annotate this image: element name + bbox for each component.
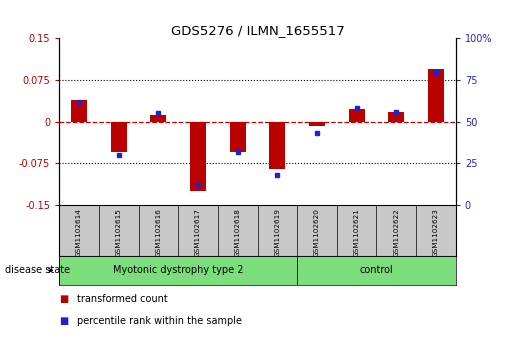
Text: GSM1102618: GSM1102618	[235, 208, 241, 257]
Text: control: control	[359, 265, 393, 276]
Bar	[269, 122, 285, 169]
Text: disease state: disease state	[5, 265, 70, 276]
Title: GDS5276 / ILMN_1655517: GDS5276 / ILMN_1655517	[170, 24, 345, 37]
Bar	[309, 122, 325, 126]
Text: GSM1102615: GSM1102615	[116, 208, 122, 257]
Text: ■: ■	[59, 316, 68, 326]
Text: GSM1102616: GSM1102616	[156, 208, 161, 257]
Text: GSM1102617: GSM1102617	[195, 208, 201, 257]
Text: GSM1102623: GSM1102623	[433, 208, 439, 257]
FancyArrowPatch shape	[49, 269, 53, 272]
Bar	[150, 115, 166, 122]
Bar	[59, 256, 297, 285]
Bar	[190, 122, 206, 191]
Bar	[388, 111, 404, 122]
Bar	[111, 122, 127, 152]
Text: percentile rank within the sample: percentile rank within the sample	[77, 316, 242, 326]
Bar	[230, 122, 246, 152]
Bar	[71, 101, 87, 122]
Text: GSM1102621: GSM1102621	[354, 208, 359, 257]
Text: Myotonic dystrophy type 2: Myotonic dystrophy type 2	[113, 265, 244, 276]
Text: GSM1102614: GSM1102614	[76, 208, 82, 257]
Bar	[428, 69, 444, 122]
Text: GSM1102619: GSM1102619	[274, 208, 280, 257]
Bar	[349, 109, 365, 122]
Bar	[297, 256, 456, 285]
Text: ■: ■	[59, 294, 68, 305]
Text: GSM1102620: GSM1102620	[314, 208, 320, 257]
Text: GSM1102622: GSM1102622	[393, 208, 399, 257]
Text: transformed count: transformed count	[77, 294, 168, 305]
